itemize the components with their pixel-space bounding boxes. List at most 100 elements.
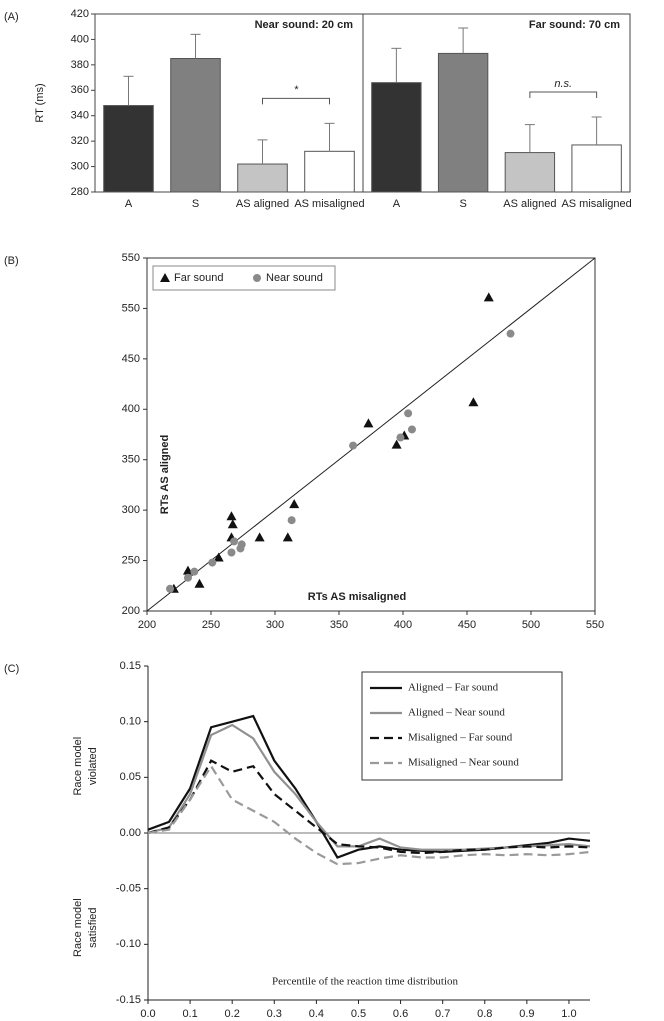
point bbox=[282, 532, 293, 542]
y-tick-label: -0.05 bbox=[116, 883, 141, 895]
point bbox=[166, 584, 175, 593]
x-tick-label: 300 bbox=[266, 619, 284, 631]
bar bbox=[304, 150, 355, 193]
point bbox=[363, 418, 374, 428]
y-axis-label: RT (ms) bbox=[34, 83, 46, 122]
legend-label: Aligned – Near sound bbox=[408, 707, 505, 719]
x-tick-label: S bbox=[192, 198, 199, 210]
x-tick-label: 550 bbox=[586, 619, 604, 631]
y-tick-label: 400 bbox=[122, 403, 140, 415]
point bbox=[254, 532, 265, 542]
legend-marker bbox=[160, 273, 170, 282]
bar bbox=[437, 52, 489, 193]
point bbox=[349, 441, 358, 450]
identity-line bbox=[146, 257, 596, 612]
series-line bbox=[147, 764, 591, 866]
x-tick-label: S bbox=[459, 198, 466, 210]
y-tick-label: 360 bbox=[71, 84, 89, 96]
bar bbox=[571, 144, 622, 193]
y-tick-label: 380 bbox=[71, 59, 89, 71]
x-tick-label: 0.3 bbox=[267, 1008, 282, 1020]
x-tick-label: 0.2 bbox=[225, 1008, 240, 1020]
x-tick-label: A bbox=[125, 198, 133, 210]
x-tick-label: 450 bbox=[458, 619, 476, 631]
legend-box bbox=[361, 671, 563, 781]
y-tick-label: 0.00 bbox=[120, 827, 141, 839]
y-tick-label: 550 bbox=[122, 252, 140, 264]
x-tick-label: 400 bbox=[394, 619, 412, 631]
point bbox=[230, 537, 239, 546]
x-tick-label: A bbox=[393, 198, 401, 210]
point bbox=[236, 544, 245, 553]
y-tick-label: 300 bbox=[71, 160, 89, 172]
x-axis-label: Percentile of the reaction time distribu… bbox=[272, 976, 459, 988]
subplot-title: Far sound: 70 cm bbox=[529, 19, 620, 31]
x-tick-label: AS misaligned bbox=[294, 198, 364, 210]
point bbox=[407, 425, 416, 434]
y-tick-label: 320 bbox=[71, 135, 89, 147]
region-label: Race model bbox=[72, 898, 84, 957]
legend-label: Near sound bbox=[266, 272, 323, 284]
panel-label: (A) bbox=[4, 11, 19, 23]
x-tick-label: 0.8 bbox=[477, 1008, 492, 1020]
legend-label: Misaligned – Far sound bbox=[408, 732, 513, 744]
series-line bbox=[147, 759, 591, 855]
plot-frame bbox=[146, 257, 596, 612]
panel-label: (B) bbox=[4, 255, 19, 267]
x-tick-label: 0.1 bbox=[182, 1008, 197, 1020]
point bbox=[289, 499, 300, 509]
panel-label: (C) bbox=[4, 663, 19, 675]
point bbox=[287, 516, 296, 525]
y-tick-label: 0.15 bbox=[120, 660, 141, 672]
point bbox=[194, 578, 205, 588]
region-label: Race model bbox=[72, 737, 84, 796]
x-tick-label: 0.5 bbox=[351, 1008, 366, 1020]
region-label: satisfied bbox=[87, 907, 99, 947]
point bbox=[396, 433, 405, 442]
point bbox=[506, 329, 515, 338]
bar bbox=[371, 82, 422, 193]
point bbox=[227, 519, 238, 529]
point bbox=[391, 439, 402, 449]
y-tick-label: 550 bbox=[122, 302, 140, 314]
x-tick-label: 250 bbox=[202, 619, 220, 631]
point bbox=[213, 552, 224, 562]
point bbox=[468, 397, 479, 407]
point bbox=[226, 511, 237, 521]
x-tick-label: 1.0 bbox=[561, 1008, 576, 1020]
y-axis-label: RTs AS aligned bbox=[159, 435, 171, 514]
x-tick-label: 0.6 bbox=[393, 1008, 408, 1020]
point bbox=[183, 573, 192, 582]
bar bbox=[504, 152, 556, 193]
significance-bracket bbox=[262, 97, 330, 105]
x-tick-label: 0.4 bbox=[309, 1008, 324, 1020]
bar bbox=[103, 105, 154, 193]
y-tick-label: -0.10 bbox=[116, 938, 141, 950]
x-axis-label: RTs AS misaligned bbox=[308, 591, 406, 603]
y-tick-label: 340 bbox=[71, 110, 89, 122]
y-tick-label: 250 bbox=[122, 554, 140, 566]
region-label: violated bbox=[87, 747, 99, 785]
plot-frame bbox=[362, 13, 631, 193]
bar bbox=[170, 58, 221, 193]
y-tick-label: 450 bbox=[122, 353, 140, 365]
y-tick-label: -0.15 bbox=[116, 994, 141, 1006]
x-tick-label: AS misaligned bbox=[561, 198, 631, 210]
x-tick-label: AS aligned bbox=[503, 198, 556, 210]
significance-label: * bbox=[294, 84, 299, 96]
legend-marker bbox=[253, 274, 261, 282]
x-tick-label: 350 bbox=[330, 619, 348, 631]
x-tick-label: 200 bbox=[138, 619, 156, 631]
y-tick-label: 400 bbox=[71, 33, 89, 45]
y-tick-label: 280 bbox=[71, 186, 89, 198]
legend-box bbox=[152, 265, 336, 291]
y-tick-label: 350 bbox=[122, 454, 140, 466]
legend-label: Far sound bbox=[174, 272, 224, 284]
point bbox=[208, 558, 217, 567]
significance-label: n.s. bbox=[554, 78, 572, 90]
x-tick-label: 500 bbox=[522, 619, 540, 631]
point bbox=[404, 409, 413, 418]
x-tick-label: 0.0 bbox=[140, 1008, 155, 1020]
